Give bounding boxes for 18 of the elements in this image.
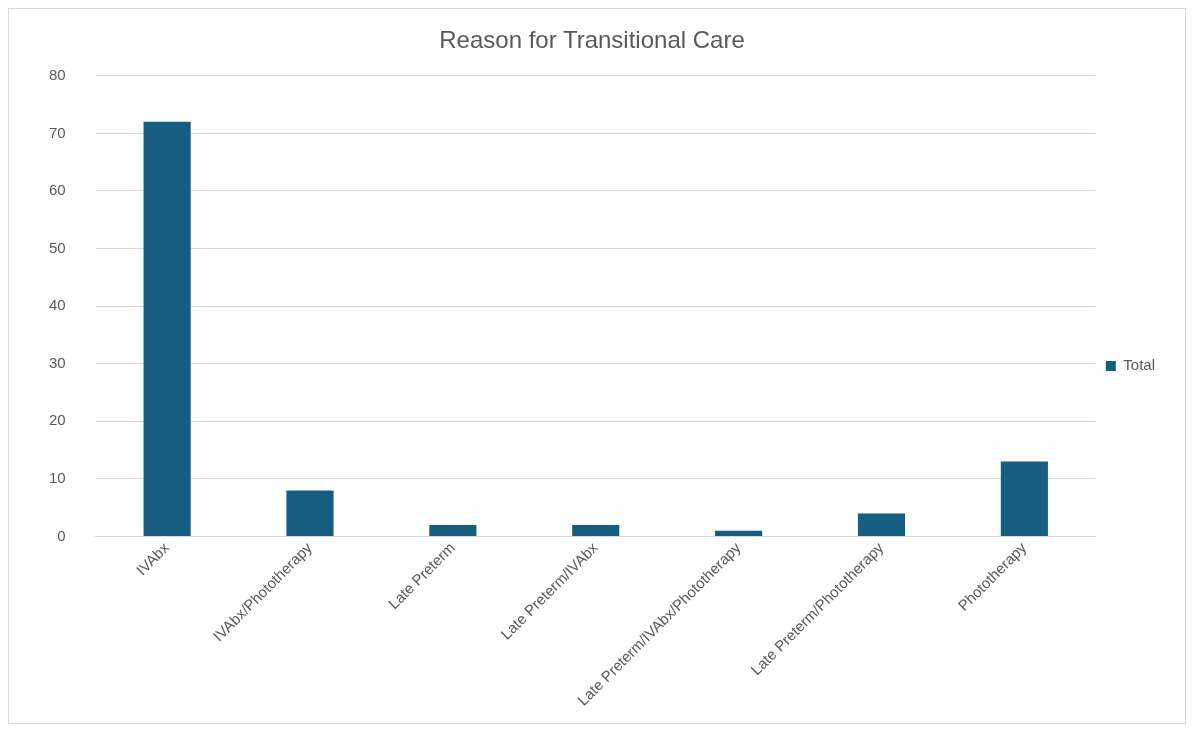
bar (572, 524, 620, 536)
y-tick-label: 0 (57, 526, 66, 544)
bar (286, 490, 334, 536)
bar (857, 513, 906, 536)
y-tick-label: 30 (49, 353, 66, 371)
chart-title: Reason for Transitional Care (439, 26, 745, 54)
y-tick-label: 60 (49, 181, 66, 199)
legend-label: Total (1123, 356, 1155, 374)
y-tick-label: 80 (49, 65, 66, 83)
bar (429, 524, 477, 536)
y-tick-label: 40 (49, 296, 66, 314)
y-tick-label: 50 (49, 238, 66, 256)
bar (143, 121, 191, 536)
bar (715, 530, 763, 536)
y-tick-label: 70 (49, 123, 66, 141)
bar (1000, 461, 1048, 536)
y-tick-label: 10 (49, 469, 66, 487)
y-tick-label: 20 (49, 411, 66, 429)
